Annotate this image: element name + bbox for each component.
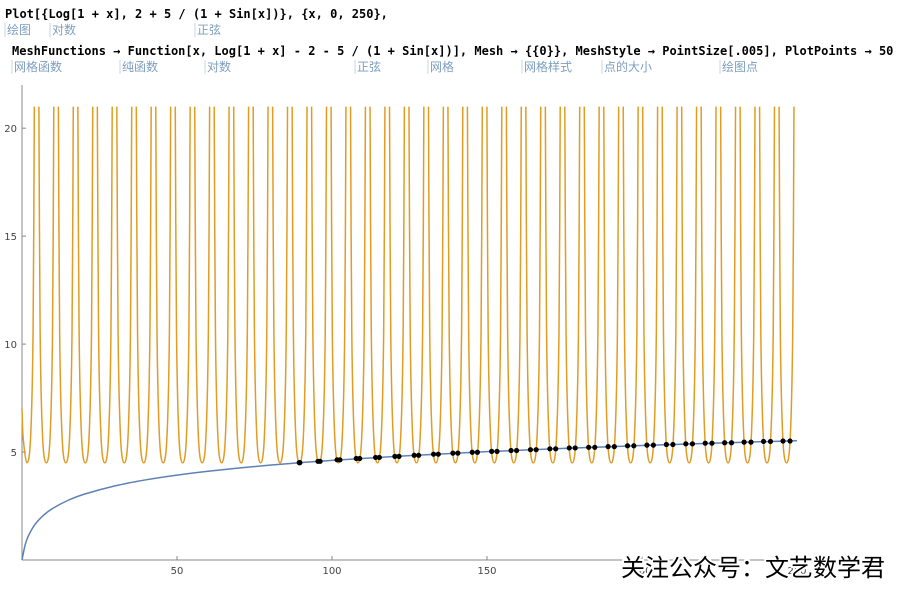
watermark: 关注公众号：文艺数学君 <box>621 554 885 582</box>
mesh-point <box>547 446 553 452</box>
x-tick-label: 250 <box>787 566 806 577</box>
mesh-point <box>430 451 437 457</box>
mesh-point <box>683 441 689 447</box>
mesh-point <box>357 455 363 462</box>
x-tick-label: 200 <box>632 566 651 577</box>
mesh-point <box>586 444 592 450</box>
series-line <box>21 439 798 561</box>
axes <box>21 85 800 561</box>
code-note: 纯函数 <box>122 59 158 74</box>
mesh-point <box>572 445 578 451</box>
x-tick-label: 150 <box>477 566 496 577</box>
mesh-point <box>780 438 786 444</box>
x-tick-label: 100 <box>322 566 341 577</box>
mesh-point <box>435 451 441 457</box>
mesh-point <box>748 439 754 445</box>
mesh-point <box>728 440 735 446</box>
mesh-point <box>644 442 650 448</box>
code-note: 对数 <box>207 59 231 74</box>
code-note: 网格样式 <box>524 59 572 74</box>
mesh-point <box>760 438 767 445</box>
mesh-point <box>670 441 676 448</box>
mesh-point <box>650 442 656 448</box>
mesh-point <box>787 438 793 444</box>
code-note: 绘图点 <box>722 59 758 74</box>
code-note: 绘图 <box>7 22 31 37</box>
mesh-point <box>527 447 534 453</box>
mesh-point <box>689 441 696 447</box>
code-note: 网格函数 <box>14 59 62 74</box>
mesh-point <box>416 452 422 458</box>
y-tick-label: 10 <box>4 340 17 351</box>
code-note: 正弦 <box>357 59 381 74</box>
mesh-point <box>455 450 461 456</box>
mesh-point <box>297 460 303 466</box>
mesh-point <box>396 453 402 459</box>
mesh-point <box>767 438 774 445</box>
mesh-point <box>474 449 481 455</box>
code-note: 点的大小 <box>604 59 652 74</box>
mesh-point <box>489 448 495 454</box>
mesh-point <box>722 440 728 446</box>
mesh-point <box>317 458 323 464</box>
mesh-point <box>508 447 514 454</box>
mesh-point <box>592 444 598 450</box>
mesh-point <box>553 446 559 452</box>
mesh-point <box>337 457 343 463</box>
x-tick-label: 50 <box>171 566 184 577</box>
code-line: Plot[{Log[1 + x], 2 + 5 / (1 + Sin[x])},… <box>5 7 388 21</box>
mesh-point <box>372 454 379 461</box>
mesh-point <box>663 441 669 448</box>
code-note: 网格 <box>430 59 454 74</box>
mesh-point <box>469 449 475 455</box>
code-note: 正弦 <box>197 22 221 37</box>
mesh-point <box>513 447 520 454</box>
mesh-point <box>702 440 708 446</box>
mesh-point <box>411 452 417 458</box>
y-tick-label: 20 <box>4 124 17 135</box>
mesh-point <box>605 444 611 450</box>
mesh-point <box>611 444 617 450</box>
mesh-point <box>450 450 456 456</box>
mesh-point <box>376 454 382 461</box>
y-tick-label: 5 <box>11 448 17 459</box>
mesh-point <box>741 439 747 445</box>
mesh-point <box>624 443 631 449</box>
mesh-point <box>566 445 572 451</box>
y-tick-label: 15 <box>4 232 17 243</box>
mesh-point <box>533 447 539 453</box>
mesh-point <box>392 453 398 459</box>
code-note: 对数 <box>52 22 76 37</box>
mesh-point <box>494 448 500 454</box>
code-line: MeshFunctions → Function[x, Log[1 + x] -… <box>12 44 893 58</box>
mesh-point <box>709 440 715 446</box>
mesh-point <box>631 443 637 449</box>
series-line <box>21 106 795 464</box>
